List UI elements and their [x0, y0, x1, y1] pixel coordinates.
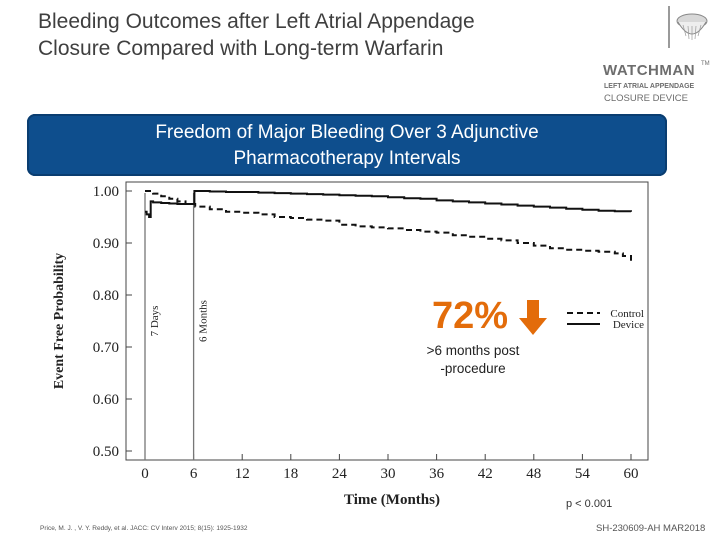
down-arrow-icon: [519, 300, 547, 335]
vertical-marker-label: 7 Days: [149, 306, 161, 337]
watchman-logo: WATCHMAN TM LEFT ATRIAL APPENDAGE CLOSUR…: [600, 4, 715, 112]
slide-code: SH-230609-AH MAR2018: [596, 523, 706, 534]
logo-brand: WATCHMAN: [603, 62, 696, 79]
logo-divider: [668, 6, 670, 48]
y-tick-label: 0.60: [93, 392, 119, 408]
x-tick-label: 12: [235, 466, 250, 482]
legend-label-device: Device: [613, 319, 644, 331]
x-tick-label: 30: [381, 466, 396, 482]
banner-line-2: Pharmacotherapy Intervals: [233, 148, 461, 169]
logo-subtitle-1: LEFT ATRIAL APPENDAGE: [604, 83, 695, 90]
kaplan-meier-chart: 0.50 0.60 0.70 0.80 0.90 1.00 0 6 12 18 24 30 36 42 48…: [52, 181, 649, 508]
series-line-device: [145, 190, 632, 218]
p-value: p < 0.001: [566, 498, 613, 510]
y-tick-label: 0.90: [93, 236, 119, 252]
y-tick-label: 0.50: [93, 444, 119, 460]
x-tick-label: 60: [624, 466, 639, 482]
y-tick-label: 0.80: [93, 288, 119, 304]
callout-text: >6 months post -procedure: [408, 342, 538, 378]
logo-trademark: TM: [701, 61, 710, 67]
y-axis-label: Event Free Probability: [52, 253, 67, 389]
watchman-device-icon: [676, 13, 708, 40]
y-tick-label: 1.00: [93, 184, 119, 200]
banner-line-1: Freedom of Major Bleeding Over 3 Adjunct…: [155, 122, 539, 143]
page-title: Bleeding Outcomes after Left Atrial Appe…: [38, 10, 475, 60]
vertical-marker-label: 6 Months: [198, 300, 210, 342]
series-line-control: [145, 190, 632, 261]
plot-frame: [125, 181, 649, 461]
x-tick-label: 42: [478, 466, 493, 482]
citation: Price, M. J. , V. Y. Reddy, et al. JACC:…: [40, 525, 248, 532]
callout-percent: 72%: [432, 295, 509, 337]
callout-line-2: -procedure: [440, 361, 506, 376]
x-tick-label: 48: [526, 466, 541, 482]
x-tick-label: 0: [141, 466, 149, 482]
x-tick-label: 54: [575, 466, 591, 482]
y-tick-label: 0.70: [93, 340, 119, 356]
x-axis-label: Time (Months): [344, 492, 440, 508]
x-tick-label: 18: [283, 466, 298, 482]
chart-banner: Freedom of Major Bleeding Over 3 Adjunct…: [27, 114, 667, 176]
x-tick-label: 36: [429, 466, 445, 482]
legend-label-control: Control: [610, 308, 644, 320]
x-tick-label: 6: [190, 466, 198, 482]
logo-subtitle-2: CLOSURE DEVICE: [604, 93, 688, 104]
callout-line-1: >6 months post: [426, 343, 520, 358]
x-tick-label: 24: [332, 466, 348, 482]
